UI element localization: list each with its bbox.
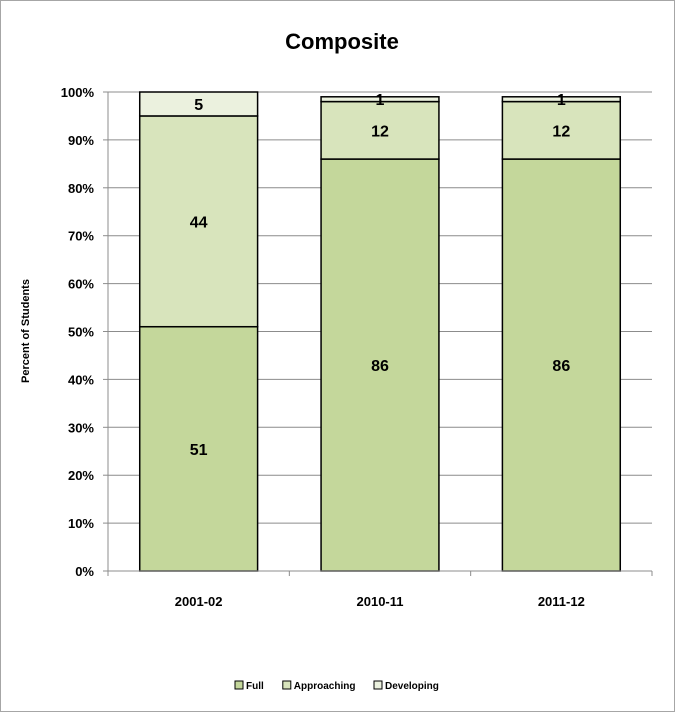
y-tick-label: 90% (68, 133, 94, 148)
data-label: 1 (376, 92, 385, 109)
y-tick-label: 60% (68, 277, 94, 292)
y-tick-label: 40% (68, 372, 94, 387)
bar-segment (320, 96, 440, 103)
legend-item-label: Developing (385, 681, 439, 692)
bar-segment (501, 158, 622, 572)
y-tick-label: 0% (75, 564, 94, 579)
data-label: 86 (371, 358, 389, 375)
x-tick-label: 2011-12 (538, 594, 585, 609)
chart-title: Composite (285, 29, 399, 54)
y-tick-label: 10% (68, 516, 94, 531)
x-tick-label: 2001-02 (175, 594, 223, 609)
axes (107, 92, 652, 572)
bar-segment (501, 100, 622, 160)
y-tick-label: 30% (68, 420, 94, 435)
bars (138, 91, 622, 572)
y-tick-label: 100% (61, 85, 95, 100)
y-tick-label: 80% (68, 181, 94, 196)
data-label: 86 (552, 358, 570, 375)
data-label: 44 (190, 214, 208, 231)
legend-item-label: Approaching (294, 681, 356, 692)
bar-segment (138, 325, 259, 572)
bar-segment (138, 91, 259, 117)
y-axis-ticks: 0% 10% 20% 30% 40% 50% 60% 70% 80% 90% 100% (61, 85, 108, 579)
data-label: 12 (371, 123, 389, 140)
legend-swatch (373, 680, 383, 690)
data-labels: 51 44 5 86 12 1 86 12 1 (190, 92, 571, 459)
legend-swatch (234, 680, 244, 690)
legend-swatch (282, 680, 292, 690)
y-tick-label: 20% (68, 468, 94, 483)
bar-segment (501, 96, 622, 103)
data-label: 1 (557, 92, 566, 109)
data-label: 51 (190, 442, 208, 459)
x-axis-ticks: 2001-02 2010-11 2011-12 (107, 571, 653, 609)
data-label: 5 (194, 97, 203, 114)
y-tick-label: 70% (68, 229, 94, 244)
y-tick-label: 50% (68, 325, 94, 340)
data-label: 12 (552, 123, 570, 140)
y-axis-label: Percent of Students (20, 279, 32, 383)
bar-segment (320, 158, 440, 572)
legend-item-label: Full (246, 681, 264, 692)
legend: Full Approaching Developing (234, 680, 439, 692)
x-tick-label: 2010-11 (357, 594, 404, 609)
